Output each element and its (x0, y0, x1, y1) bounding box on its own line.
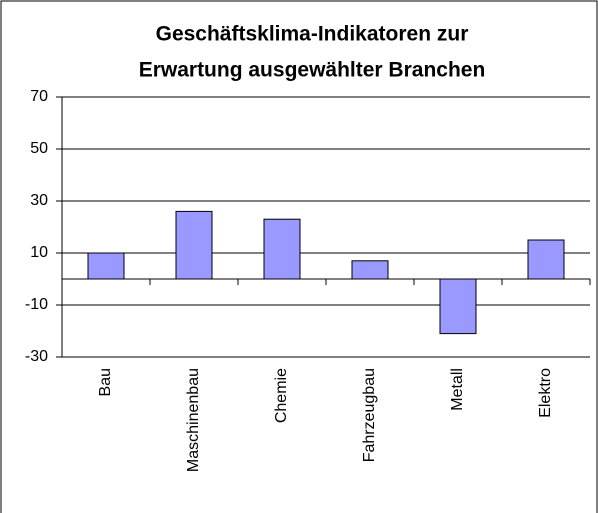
chart-title: Geschäftsklima-Indikatoren zur (156, 23, 469, 46)
bar (87, 252, 125, 280)
bar (439, 278, 477, 335)
y-tick-label: -10 (25, 296, 48, 313)
x-tick-label: Chemie (273, 368, 290, 423)
x-tick-label: Fahrzeugbau (361, 368, 378, 462)
chart-title: Erwartung ausgewählter Branchen (139, 59, 486, 82)
bar (263, 218, 301, 280)
y-tick-label: 10 (30, 244, 48, 261)
y-tick-label: 50 (30, 140, 48, 157)
x-tick-label: Elektro (537, 368, 554, 418)
y-tick-label: -30 (25, 348, 48, 365)
x-tick-label: Maschinenbau (185, 368, 202, 472)
y-tick-label: 30 (30, 192, 48, 209)
x-tick-label: Bau (97, 368, 114, 396)
bar (527, 239, 565, 280)
x-tick-label: Metall (449, 368, 466, 411)
y-tick-label: 70 (30, 88, 48, 105)
bar (351, 260, 389, 280)
bar (175, 210, 213, 280)
